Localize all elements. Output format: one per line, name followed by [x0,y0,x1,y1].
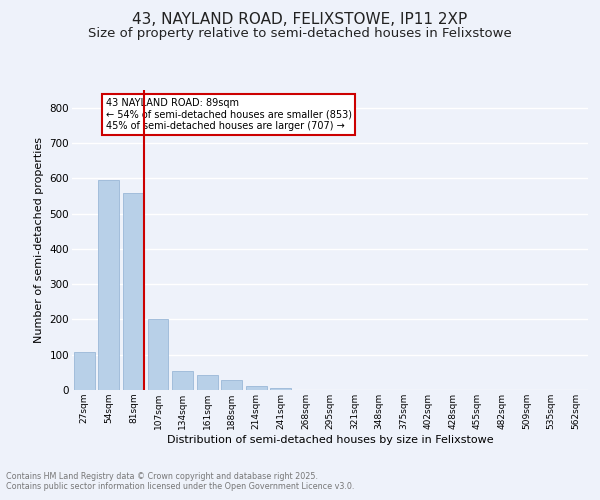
Text: Size of property relative to semi-detached houses in Felixstowe: Size of property relative to semi-detach… [88,28,512,40]
X-axis label: Distribution of semi-detached houses by size in Felixstowe: Distribution of semi-detached houses by … [167,434,493,444]
Bar [172,370,193,390]
Text: Contains public sector information licensed under the Open Government Licence v3: Contains public sector information licen… [6,482,355,491]
Text: 43, NAYLAND ROAD, FELIXSTOWE, IP11 2XP: 43, NAYLAND ROAD, FELIXSTOWE, IP11 2XP [133,12,467,28]
Bar [98,180,119,390]
Bar [148,319,169,390]
Bar [123,193,144,390]
Bar [271,388,292,390]
Bar [74,352,95,390]
Bar [221,380,242,390]
Text: Contains HM Land Registry data © Crown copyright and database right 2025.: Contains HM Land Registry data © Crown c… [6,472,318,481]
Bar [246,386,267,390]
Y-axis label: Number of semi-detached properties: Number of semi-detached properties [34,137,44,343]
Text: 43 NAYLAND ROAD: 89sqm
← 54% of semi-detached houses are smaller (853)
45% of se: 43 NAYLAND ROAD: 89sqm ← 54% of semi-det… [106,98,352,130]
Bar [197,375,218,390]
